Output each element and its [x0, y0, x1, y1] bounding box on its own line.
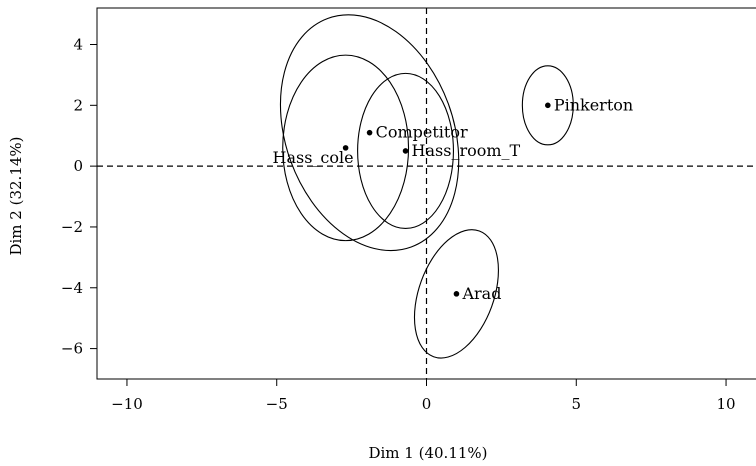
y-tick-label: −2 — [61, 218, 83, 236]
data-point — [342, 145, 349, 151]
data-point — [453, 291, 460, 297]
x-tick-label: 10 — [716, 395, 735, 413]
y-axis-title: Dim 2 (32.14%) — [7, 136, 25, 255]
data-point-label: Hass_cole — [273, 148, 354, 167]
y-tick-label: −4 — [61, 279, 83, 297]
confidence-ellipse — [282, 54, 410, 242]
data-point — [402, 148, 409, 154]
y-tick-label: −6 — [61, 340, 83, 358]
x-tick-label: 0 — [422, 395, 432, 413]
x-tick-label: −10 — [111, 395, 143, 413]
plot-area: −10 −5 0 5 10−6−4−2024PinkertonCompetitorHas… — [61, 7, 756, 413]
data-point-label: Pinkerton — [554, 95, 633, 114]
confidence-ellipse — [521, 65, 574, 146]
data-point-label: Hass_room_T — [412, 141, 521, 160]
x-tick-label: 5 — [571, 395, 581, 413]
confidence-ellipse — [357, 72, 455, 230]
data-point-label: Competitor — [376, 123, 468, 142]
data-point — [545, 102, 551, 109]
x-axis-title: Dim 1 (40.11%) — [368, 444, 487, 462]
y-tick-label: 0 — [73, 157, 83, 175]
y-tick-label: 4 — [73, 35, 83, 53]
confidence-ellipse — [413, 229, 499, 359]
confidence-ellipse — [279, 14, 460, 252]
x-tick-label: −5 — [266, 395, 288, 413]
data-point — [366, 129, 373, 136]
y-tick-label: 2 — [73, 96, 83, 114]
data-point-label: Arad — [461, 284, 501, 303]
